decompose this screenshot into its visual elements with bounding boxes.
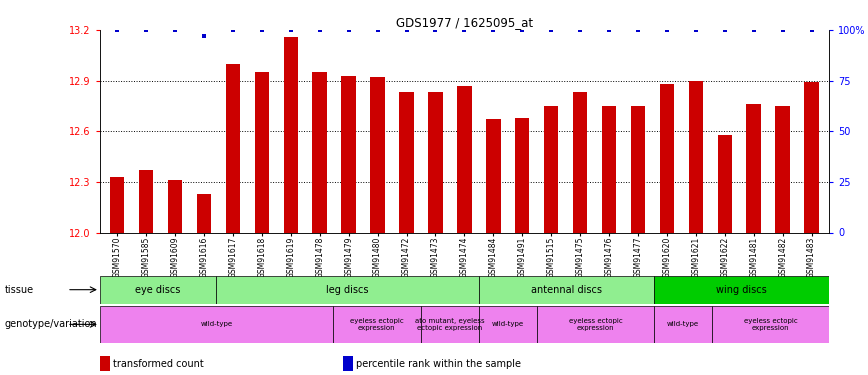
Text: leg discs: leg discs bbox=[326, 285, 369, 295]
Point bbox=[689, 27, 703, 33]
Bar bbox=[479, 276, 654, 304]
Point bbox=[284, 27, 298, 33]
Bar bbox=[168, 180, 182, 232]
Bar bbox=[631, 106, 645, 232]
Text: wing discs: wing discs bbox=[716, 285, 766, 295]
Point bbox=[602, 27, 616, 33]
Point bbox=[399, 27, 413, 33]
Bar bbox=[399, 93, 414, 232]
Point bbox=[139, 27, 153, 33]
Point bbox=[197, 33, 211, 39]
Point bbox=[255, 27, 269, 33]
Point bbox=[718, 27, 732, 33]
Bar bbox=[654, 306, 713, 343]
Bar bbox=[371, 77, 385, 232]
Bar bbox=[688, 81, 703, 232]
Bar bbox=[660, 84, 674, 232]
Point bbox=[457, 27, 471, 33]
Point bbox=[573, 27, 587, 33]
Bar bbox=[254, 72, 269, 232]
Bar bbox=[216, 276, 479, 304]
Bar bbox=[139, 170, 154, 232]
Text: wild-type: wild-type bbox=[492, 321, 524, 327]
Bar bbox=[713, 306, 829, 343]
Bar bbox=[479, 306, 537, 343]
Bar bbox=[341, 76, 356, 232]
Bar bbox=[544, 106, 558, 232]
Text: percentile rank within the sample: percentile rank within the sample bbox=[356, 359, 521, 369]
Bar bbox=[226, 64, 240, 232]
Bar bbox=[805, 82, 819, 232]
Text: antennal discs: antennal discs bbox=[531, 285, 602, 295]
Point bbox=[371, 27, 385, 33]
Text: eyeless ectopic
expression: eyeless ectopic expression bbox=[350, 318, 404, 331]
Point bbox=[805, 27, 819, 33]
Bar bbox=[333, 306, 421, 343]
Text: ato mutant, eyeless
ectopic expression: ato mutant, eyeless ectopic expression bbox=[415, 318, 484, 331]
Bar bbox=[100, 306, 333, 343]
Point bbox=[168, 27, 182, 33]
Point bbox=[776, 27, 790, 33]
Bar bbox=[573, 93, 588, 232]
Point bbox=[631, 27, 645, 33]
Bar bbox=[421, 306, 479, 343]
Text: wild-type: wild-type bbox=[667, 321, 700, 327]
Point bbox=[429, 27, 443, 33]
Title: GDS1977 / 1625095_at: GDS1977 / 1625095_at bbox=[396, 16, 533, 29]
Bar bbox=[775, 106, 790, 232]
Bar bbox=[537, 306, 654, 343]
Bar bbox=[654, 276, 829, 304]
Text: eyeless ectopic
expression: eyeless ectopic expression bbox=[569, 318, 622, 331]
Point bbox=[312, 27, 326, 33]
Point bbox=[226, 27, 240, 33]
Bar bbox=[110, 177, 124, 232]
Bar bbox=[284, 37, 298, 232]
Point bbox=[660, 27, 674, 33]
Point bbox=[516, 27, 529, 33]
Point bbox=[110, 27, 124, 33]
Bar bbox=[312, 72, 327, 232]
Text: tissue: tissue bbox=[4, 285, 34, 295]
Point bbox=[544, 27, 558, 33]
Bar bbox=[746, 104, 761, 232]
Point bbox=[746, 27, 760, 33]
Bar bbox=[602, 106, 616, 232]
Bar bbox=[718, 135, 732, 232]
Bar bbox=[486, 120, 501, 232]
Bar bbox=[457, 86, 471, 232]
Point bbox=[342, 27, 356, 33]
Text: transformed count: transformed count bbox=[113, 359, 204, 369]
Point bbox=[486, 27, 500, 33]
Text: wild-type: wild-type bbox=[201, 321, 233, 327]
Bar bbox=[197, 194, 211, 232]
Text: eyeless ectopic
expression: eyeless ectopic expression bbox=[744, 318, 798, 331]
Text: genotype/variation: genotype/variation bbox=[4, 320, 97, 329]
Text: eye discs: eye discs bbox=[135, 285, 181, 295]
Bar bbox=[515, 118, 529, 232]
Bar bbox=[100, 276, 216, 304]
Bar bbox=[428, 93, 443, 232]
